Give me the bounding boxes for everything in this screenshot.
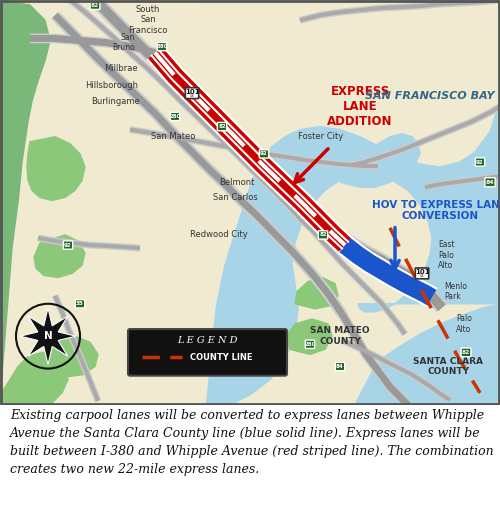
Polygon shape: [350, 304, 500, 405]
Polygon shape: [200, 0, 500, 405]
FancyBboxPatch shape: [186, 88, 198, 98]
Text: 35: 35: [76, 301, 84, 306]
Text: 101: 101: [414, 269, 430, 276]
Text: N: N: [44, 331, 52, 341]
Text: 92: 92: [64, 242, 72, 248]
Polygon shape: [286, 319, 332, 355]
Text: San Mateo: San Mateo: [150, 132, 195, 141]
FancyBboxPatch shape: [158, 43, 166, 50]
Text: Existing carpool lanes will be converted to express lanes between Whipple
Avenue: Existing carpool lanes will be converted…: [10, 409, 494, 476]
Text: US: US: [190, 94, 194, 98]
Text: 280: 280: [304, 342, 316, 347]
Text: SAN MATEO
COUNTY: SAN MATEO COUNTY: [310, 327, 370, 346]
FancyBboxPatch shape: [218, 123, 226, 131]
Polygon shape: [34, 235, 85, 277]
FancyBboxPatch shape: [260, 150, 268, 158]
Text: US: US: [420, 275, 424, 278]
Text: Burlingame: Burlingame: [91, 97, 140, 106]
FancyBboxPatch shape: [90, 1, 100, 9]
Text: Palo
Alto: Palo Alto: [456, 315, 472, 333]
Text: 92: 92: [476, 159, 484, 165]
Text: 84: 84: [486, 180, 494, 185]
FancyBboxPatch shape: [476, 158, 484, 166]
Text: 82: 82: [218, 124, 226, 129]
Text: Menlo
Park: Menlo Park: [444, 282, 467, 301]
Text: East
Palo
Alto: East Palo Alto: [438, 240, 454, 270]
Polygon shape: [0, 352, 68, 405]
Text: 82: 82: [319, 232, 327, 237]
FancyBboxPatch shape: [485, 178, 495, 187]
Text: SAN FRANCISCO BAY: SAN FRANCISCO BAY: [365, 91, 495, 101]
Text: 84: 84: [336, 364, 344, 369]
Text: 380: 380: [156, 44, 168, 49]
Text: 92: 92: [260, 151, 268, 156]
FancyBboxPatch shape: [461, 348, 471, 357]
Polygon shape: [44, 336, 98, 377]
Text: Millbrae: Millbrae: [104, 64, 138, 73]
Text: Belmont: Belmont: [220, 178, 255, 187]
FancyBboxPatch shape: [64, 241, 72, 249]
Text: San Carlos: San Carlos: [213, 193, 258, 202]
Text: Hillsborough: Hillsborough: [85, 80, 138, 89]
FancyBboxPatch shape: [76, 300, 84, 308]
Text: SANTA CLARA
COUNTY: SANTA CLARA COUNTY: [413, 357, 483, 376]
FancyBboxPatch shape: [306, 340, 314, 348]
Text: 101: 101: [184, 89, 200, 95]
Text: 280: 280: [170, 114, 180, 119]
Polygon shape: [27, 137, 85, 200]
FancyBboxPatch shape: [336, 362, 344, 371]
Text: HOV TO EXPRESS LANE
CONVERSION: HOV TO EXPRESS LANE CONVERSION: [372, 200, 500, 221]
FancyBboxPatch shape: [128, 329, 287, 376]
Text: COUNTY LINE: COUNTY LINE: [190, 353, 252, 362]
FancyBboxPatch shape: [416, 268, 428, 279]
Text: EXPRESS
LANE
ADDITION: EXPRESS LANE ADDITION: [327, 85, 393, 128]
Text: L E G E N D: L E G E N D: [177, 336, 238, 345]
FancyBboxPatch shape: [170, 112, 179, 120]
Text: South
San
Francisco: South San Francisco: [128, 5, 168, 35]
Polygon shape: [295, 277, 338, 309]
Text: Foster City: Foster City: [298, 132, 343, 141]
Text: Redwood City: Redwood City: [190, 230, 248, 239]
Polygon shape: [340, 134, 420, 187]
Text: San
Bruno: San Bruno: [112, 33, 135, 52]
Polygon shape: [20, 308, 76, 365]
Polygon shape: [0, 0, 50, 405]
FancyBboxPatch shape: [318, 231, 328, 239]
Text: 82: 82: [91, 3, 99, 7]
Text: 82: 82: [462, 350, 470, 355]
